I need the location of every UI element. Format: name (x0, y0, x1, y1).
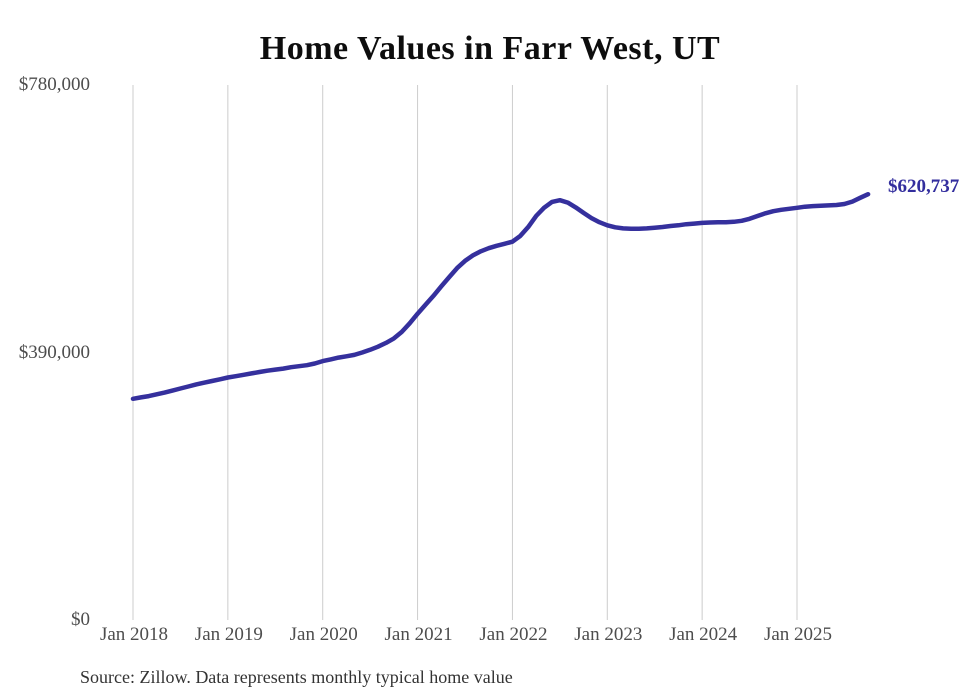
x-axis-label: Jan 2018 (99, 624, 169, 645)
x-axis-label: Jan 2023 (574, 624, 643, 645)
x-axis-label: Jan 2022 (479, 624, 548, 645)
gridlines (132, 85, 798, 620)
chart-title: Home Values in Farr West, UT (259, 30, 721, 67)
x-axis-label: Jan 2020 (289, 624, 358, 645)
y-axis-label: $0 (71, 609, 90, 630)
source-note: Source: Zillow. Data represents monthly … (80, 667, 513, 687)
y-axis-label: $780,000 (18, 74, 90, 95)
x-axis-label: Jan 2021 (384, 624, 453, 645)
x-axis-label: Jan 2019 (194, 624, 263, 645)
value-line (130, 191, 871, 402)
end-value-label: $620,737 (888, 176, 960, 197)
x-axis-label: Jan 2024 (669, 624, 738, 645)
x-axis-label: Jan 2025 (763, 624, 833, 645)
y-axis-label: $390,000 (18, 341, 90, 363)
